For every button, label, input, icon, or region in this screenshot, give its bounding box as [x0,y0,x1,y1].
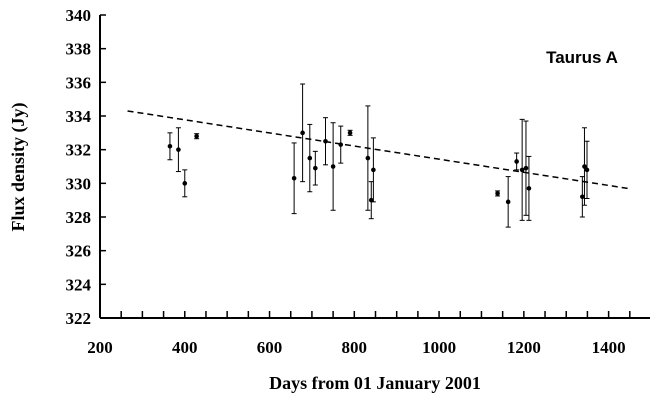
y-tick-label: 324 [66,275,92,294]
data-point [167,144,173,149]
data-point [347,130,353,136]
x-tick-label: 1000 [422,338,456,357]
data-point [519,167,525,173]
plot-area: 322 324 326 328 330 332 334 336 338 340 200 400 600 8… [66,6,650,357]
y-tick-label: 340 [66,6,92,25]
y-tick-label: 334 [66,107,92,126]
y-tick-label: 338 [66,40,92,59]
y-tick-label: 330 [66,174,92,193]
x-tick-label: 1400 [592,338,626,357]
y-axis-title: Flux density (Jy) [8,102,29,231]
data-point [495,191,500,196]
y-tick-label: 322 [66,309,92,328]
data-point [313,165,318,171]
x-tick-label: 400 [172,338,198,357]
x-axis-title: Days from 01 January 2001 [269,373,481,393]
data-point [330,164,336,169]
x-tick-label: 1200 [507,338,541,357]
data-point [291,175,297,181]
data-point [582,164,587,169]
data-point [580,194,585,200]
data-point [300,130,305,136]
data-point [182,181,188,186]
data-point [526,186,532,191]
y-tick-label: 326 [66,242,92,261]
trend-line [127,110,628,190]
y-tick-label: 336 [66,73,92,92]
data-point [371,167,376,173]
data-point [368,197,374,203]
data-point [194,133,199,139]
chart-annotation: Taurus A [546,48,618,67]
data-point [307,155,313,161]
x-tick-label: 600 [257,338,283,357]
y-tick-label: 328 [66,208,92,227]
x-tick-label: 200 [87,338,113,357]
y-tick-label: 332 [66,141,92,160]
data-point [176,147,181,152]
data-point [365,155,371,161]
data-point [523,165,529,171]
data-point [323,138,328,144]
data-point [514,159,519,164]
data-point [505,199,511,205]
data-point [338,142,344,147]
x-tick-label: 800 [342,338,368,357]
data-point [584,167,590,173]
